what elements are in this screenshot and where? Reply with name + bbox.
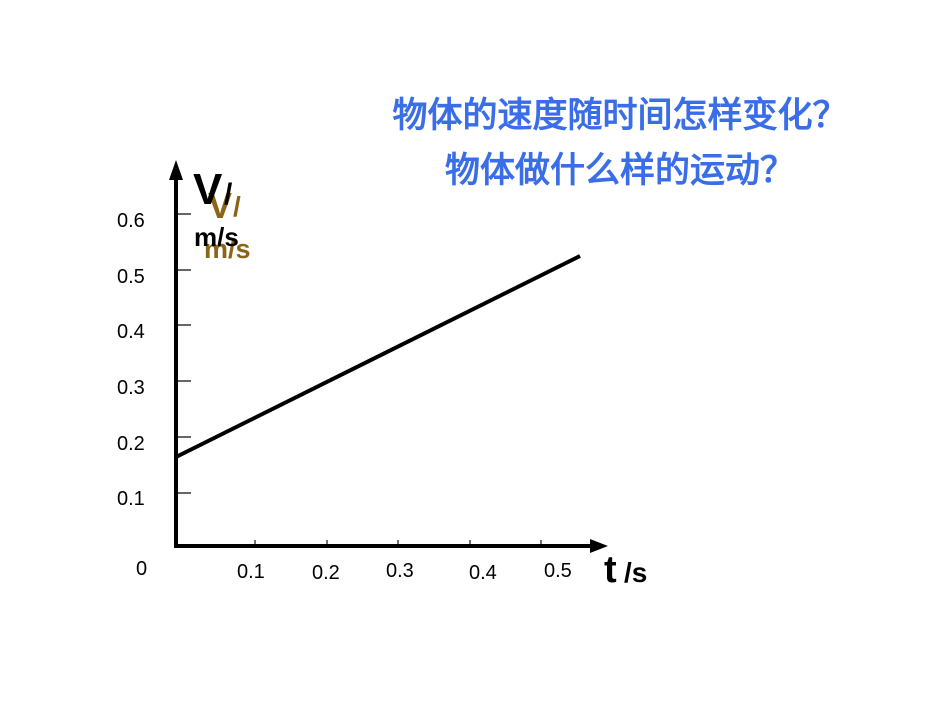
x-tick-label: 0.4 <box>469 562 497 584</box>
y-label-shadow-unit: m/s <box>204 234 251 264</box>
y-label-unit: m/s <box>194 222 239 252</box>
question-line-2: 物体做什么样的运动？ <box>444 150 795 191</box>
velocity-line <box>175 254 581 459</box>
question-line-1: 物体的速度随时间怎样变化？ <box>392 95 848 136</box>
y-tick-label: 0.2 <box>117 433 145 455</box>
x-axis-arrow-icon <box>590 539 608 553</box>
y-axis-label: V / m/s <box>193 165 239 252</box>
x-tick-label: 0.2 <box>312 562 340 584</box>
x-tick-label: 0.3 <box>386 560 414 582</box>
y-ticks <box>178 213 191 494</box>
y-tick-label: 0.1 <box>117 488 145 510</box>
y-tick-label: 0.3 <box>117 377 145 399</box>
x-axis-label-t: t <box>604 549 617 591</box>
question-title: 物体的速度随时间怎样变化？ 物体做什么样的运动？ <box>340 88 900 198</box>
x-tick-label: 0.1 <box>237 561 265 583</box>
y-label-shadow-v: V <box>208 185 232 226</box>
y-axis-label-shadow: V / m/s <box>204 185 251 264</box>
y-tick-label: 0.6 <box>117 210 145 232</box>
y-tick-label: 0.4 <box>117 321 145 343</box>
y-label-v: V <box>193 165 223 214</box>
x-tick-label: 0.5 <box>544 560 572 582</box>
y-label-shadow-slash: / <box>233 191 241 222</box>
y-tick-label: 0.5 <box>117 266 145 288</box>
y-label-slash: / <box>224 178 233 211</box>
x-ticks <box>254 540 542 544</box>
x-axis-label-unit: /s <box>624 557 647 588</box>
y-axis-arrow-icon <box>169 160 183 180</box>
origin-label: 0 <box>136 558 147 580</box>
